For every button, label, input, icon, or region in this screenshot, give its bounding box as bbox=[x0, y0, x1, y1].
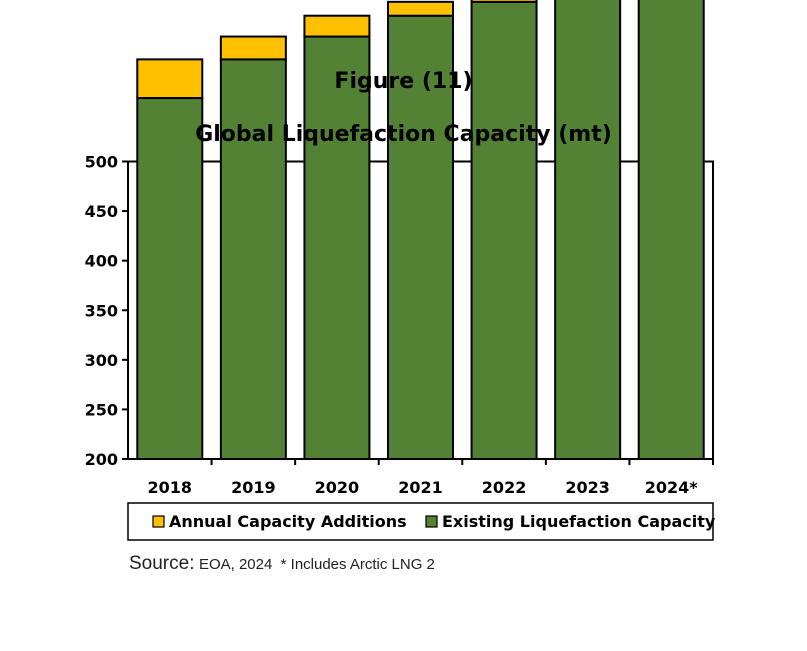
legend-box bbox=[127, 502, 714, 541]
x-tick-label: 2020 bbox=[315, 478, 360, 497]
x-tick-label: 2019 bbox=[231, 478, 276, 497]
x-tick-label: 2023 bbox=[565, 478, 610, 497]
bar-existing-liquefaction-capacity bbox=[303, 35, 371, 461]
bar-annual-capacity-additions bbox=[387, 0, 454, 17]
y-tick-label: 300 bbox=[85, 351, 118, 370]
bar-annual-capacity-additions bbox=[470, 0, 538, 3]
y-tick-label: 450 bbox=[85, 202, 118, 221]
figure-label: Figure (11) bbox=[334, 69, 473, 94]
x-tick-label: 2024* bbox=[645, 478, 699, 497]
chart-title: Global Liquefaction Capacity (mt) bbox=[195, 122, 612, 147]
source-label: Source: bbox=[129, 553, 195, 574]
bar-existing-liquefaction-capacity bbox=[219, 58, 287, 460]
plot-area bbox=[127, 160, 714, 460]
y-tick-label: 350 bbox=[85, 301, 118, 320]
legend: Annual Capacity Additions Existing Lique… bbox=[127, 502, 716, 541]
source-text: EOA, 2024 * Includes Arctic LNG 2 bbox=[198, 556, 435, 573]
legend-swatch-additions bbox=[152, 515, 165, 528]
bar-annual-capacity-additions bbox=[219, 35, 287, 61]
x-tick-label: 2021 bbox=[398, 478, 443, 497]
bar-annual-capacity-additions bbox=[303, 14, 371, 38]
source-note: Source: EOA, 2024 * Includes Arctic LNG … bbox=[129, 553, 435, 575]
y-tick-label: 250 bbox=[85, 400, 118, 419]
legend-label-existing: Existing Liquefaction Capacity bbox=[442, 512, 716, 531]
legend-swatch-existing bbox=[425, 515, 438, 528]
y-tick-label: 500 bbox=[85, 153, 118, 172]
bar-existing-liquefaction-capacity bbox=[136, 97, 204, 461]
y-tick-label: 200 bbox=[85, 450, 118, 469]
legend-label-additions: Annual Capacity Additions bbox=[169, 512, 407, 531]
y-tick-label: 400 bbox=[85, 252, 118, 271]
x-tick-label: 2018 bbox=[148, 478, 193, 497]
x-tick-label: 2022 bbox=[482, 478, 527, 497]
